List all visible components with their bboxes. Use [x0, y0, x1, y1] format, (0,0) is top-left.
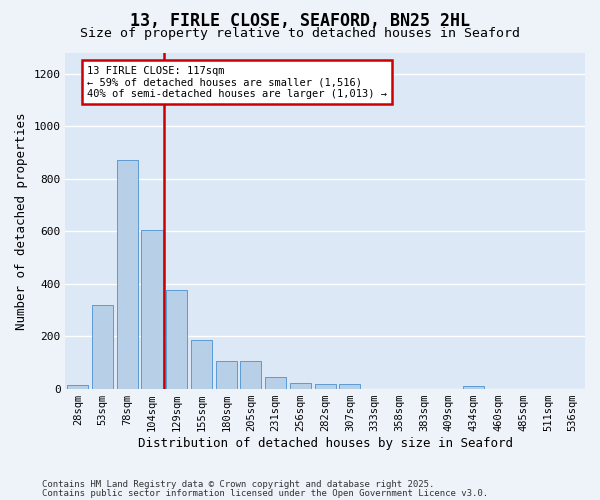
- Text: 13, FIRLE CLOSE, SEAFORD, BN25 2HL: 13, FIRLE CLOSE, SEAFORD, BN25 2HL: [130, 12, 470, 30]
- Bar: [216, 362, 237, 389]
- Bar: [314, 384, 336, 389]
- Bar: [92, 305, 113, 389]
- Text: Contains HM Land Registry data © Crown copyright and database right 2025.: Contains HM Land Registry data © Crown c…: [42, 480, 434, 489]
- Bar: [166, 290, 187, 389]
- Bar: [117, 160, 138, 389]
- X-axis label: Distribution of detached houses by size in Seaford: Distribution of detached houses by size …: [138, 437, 513, 450]
- Bar: [463, 386, 484, 389]
- Y-axis label: Number of detached properties: Number of detached properties: [15, 112, 28, 330]
- Bar: [142, 230, 163, 389]
- Bar: [191, 340, 212, 389]
- Text: 13 FIRLE CLOSE: 117sqm
← 59% of detached houses are smaller (1,516)
40% of semi-: 13 FIRLE CLOSE: 117sqm ← 59% of detached…: [87, 66, 387, 99]
- Bar: [241, 362, 262, 389]
- Text: Contains public sector information licensed under the Open Government Licence v3: Contains public sector information licen…: [42, 488, 488, 498]
- Bar: [67, 386, 88, 389]
- Bar: [265, 376, 286, 389]
- Text: Size of property relative to detached houses in Seaford: Size of property relative to detached ho…: [80, 28, 520, 40]
- Bar: [290, 384, 311, 389]
- Bar: [340, 384, 361, 389]
